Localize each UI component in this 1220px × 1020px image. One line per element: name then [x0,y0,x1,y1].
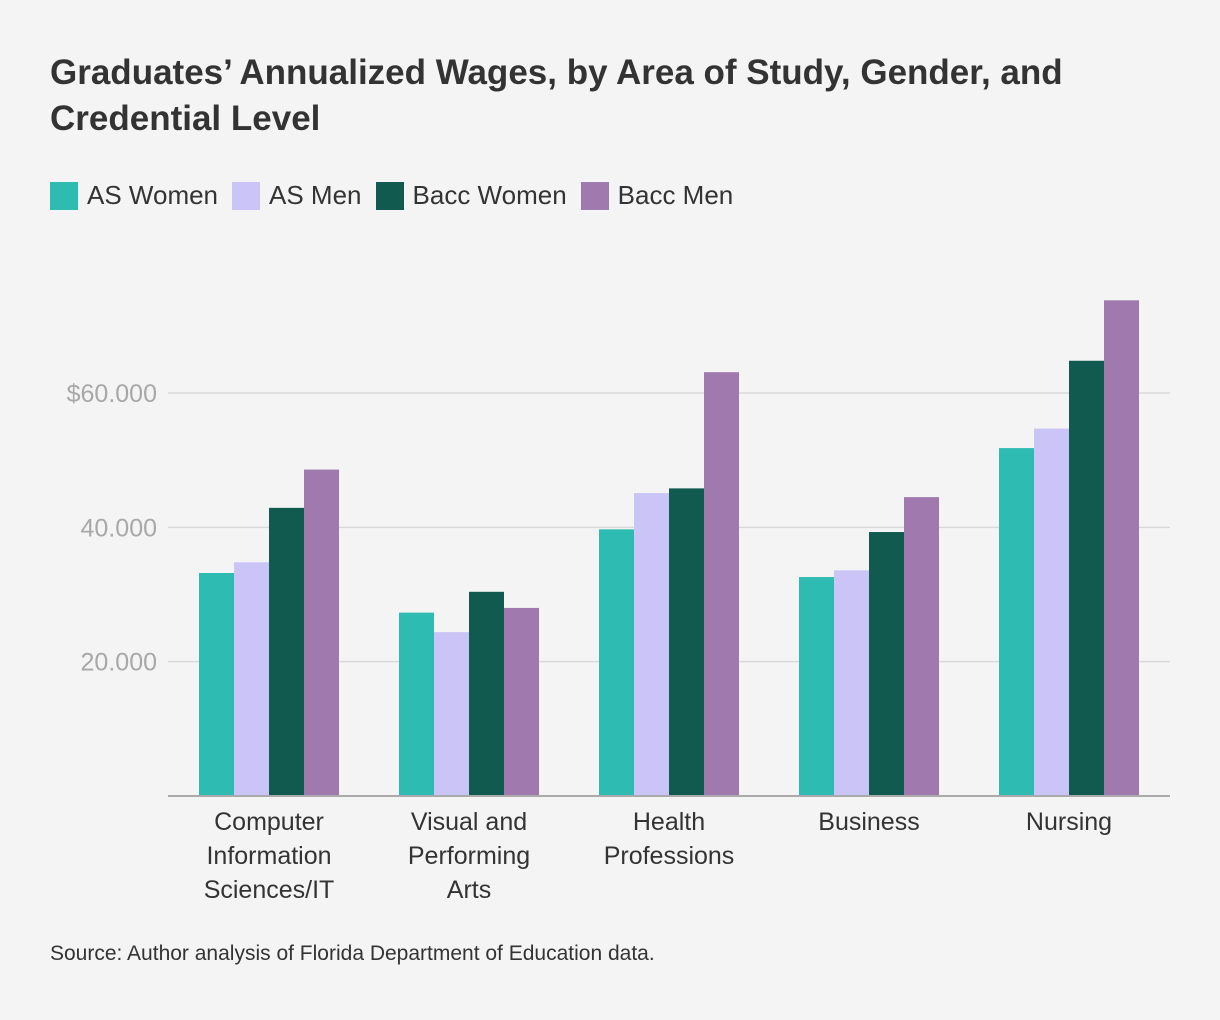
chart-legend: AS Women AS Men Bacc Women Bacc Men [50,180,733,211]
x-category-label-3-0: Business [818,808,919,836]
x-category-label-4-0: Nursing [1026,808,1112,836]
bar-as-women-2 [599,529,634,796]
source-note: Source: Author analysis of Florida Depar… [50,942,655,965]
x-category-label-1-1: Performing [408,842,530,870]
legend-label-bacc-women: Bacc Women [412,180,567,210]
bar-as-men-1 [434,632,469,796]
x-category-label-1-2: Arts [447,876,491,904]
bar-as-men-3 [834,570,869,796]
legend-label-bacc-men: Bacc Men [617,180,734,210]
legend-swatch-as-men [232,181,261,210]
legend-item-as-women: AS Women [50,180,218,211]
legend-swatch-bacc-women [375,181,404,210]
x-category-label-0-2: Sciences/IT [204,876,335,904]
bar-bacc-men-4 [1104,300,1139,796]
legend-item-bacc-women: Bacc Women [375,180,567,211]
bar-bacc-women-3 [869,532,904,796]
legend-label-as-women: AS Women [87,180,219,210]
y-tick-label-20000: 20.000 [81,649,157,677]
legend-item-bacc-men: Bacc Men [580,180,734,211]
x-category-label-1-0: Visual and [411,808,527,836]
legend-label-as-men: AS Men [269,180,362,210]
bar-as-men-2 [634,493,669,796]
bar-as-men-0 [234,562,269,796]
x-category-label-2-0: Health [633,808,705,836]
bar-as-men-4 [1034,428,1069,796]
legend-swatch-bacc-men [580,181,609,210]
legend-item-as-men: AS Men [232,180,362,211]
x-category-label-0-1: Information [206,842,331,870]
y-tick-label-40000: 40.000 [81,514,157,542]
bar-bacc-women-0 [269,507,304,796]
x-category-label-2-1: Professions [604,842,735,870]
y-tick-label-60000: $60.000 [67,380,157,408]
legend-swatch-as-women [50,181,78,210]
bar-bacc-men-3 [904,497,939,796]
bar-as-women-0 [199,573,234,796]
bar-bacc-women-4 [1069,360,1104,796]
x-category-label-0-0: Computer [214,808,324,836]
bar-as-women-1 [399,612,434,796]
bar-bacc-men-2 [704,372,739,796]
bar-bacc-women-2 [669,488,704,796]
bar-as-women-4 [999,448,1034,796]
bar-bacc-men-0 [304,469,339,796]
bar-bacc-men-1 [504,607,539,796]
bar-bacc-women-1 [469,591,504,796]
bar-as-women-3 [799,577,834,796]
chart-title: Graduates’ Annualized Wages, by Area of … [50,53,1063,138]
